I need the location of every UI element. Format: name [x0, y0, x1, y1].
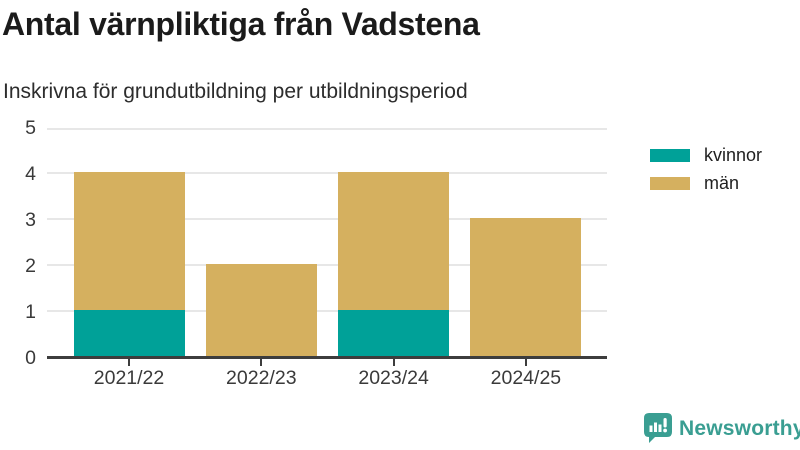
y-tick-label-5: 5: [25, 117, 36, 139]
y-tick-label-0: 0: [25, 347, 36, 369]
legend-item-kvinnor: kvinnor: [650, 141, 762, 169]
legend-swatch-kvinnor: [650, 148, 690, 162]
y-tick-label-1: 1: [25, 301, 36, 323]
newsworthy-logo: Newsworthy: [644, 413, 800, 444]
x-tick-label-2021/22: 2021/22: [93, 367, 165, 389]
y-tick-label-4: 4: [25, 163, 36, 185]
newsworthy-bubble-chart-icon: [644, 413, 672, 443]
x-tick-2024/25: [524, 359, 527, 366]
bar-segment-2023/24-series-0: [338, 310, 450, 356]
legend-item-man: män: [650, 169, 762, 197]
chart-subtitle: Inskrivna för grundutbildning per utbild…: [3, 80, 468, 103]
gridline-y-5: [47, 128, 607, 130]
x-tick-2023/24: [392, 359, 395, 366]
legend-label-man: män: [704, 172, 740, 193]
gridline-y-1: [47, 310, 607, 312]
bar-segment-2021/22-series-1: [73, 172, 185, 310]
newsworthy-logo-text: Newsworthy: [679, 416, 800, 440]
bar-segment-2023/24-series-1: [338, 172, 450, 310]
x-axis-line: [47, 356, 607, 359]
x-tick-label-2023/24: 2023/24: [358, 367, 429, 389]
y-tick-label-3: 3: [25, 209, 36, 231]
gridline-y-3: [47, 218, 607, 220]
gridline-y-4: [47, 172, 607, 174]
bar-segment-2021/22-series-0: [73, 310, 185, 356]
x-tick-label-2022/23: 2022/23: [226, 367, 297, 389]
legend-label-kvinnor: kvinnor: [704, 144, 763, 165]
plot-area: [47, 128, 607, 359]
x-tick-2021/22: [128, 359, 130, 366]
legend: kvinnor män: [650, 141, 762, 197]
gridline-y-2: [47, 264, 607, 266]
chart-title: Antal värnpliktiga från Vadstena: [2, 6, 480, 42]
y-tick-label-2: 2: [25, 255, 36, 277]
bar-segment-2022/23-series-1: [205, 264, 317, 356]
legend-swatch-man: [650, 176, 690, 190]
x-tick-label-2024/25: 2024/25: [490, 367, 562, 389]
bar-segment-2024/25-series-1: [470, 218, 582, 356]
x-tick-2022/23: [260, 359, 263, 366]
